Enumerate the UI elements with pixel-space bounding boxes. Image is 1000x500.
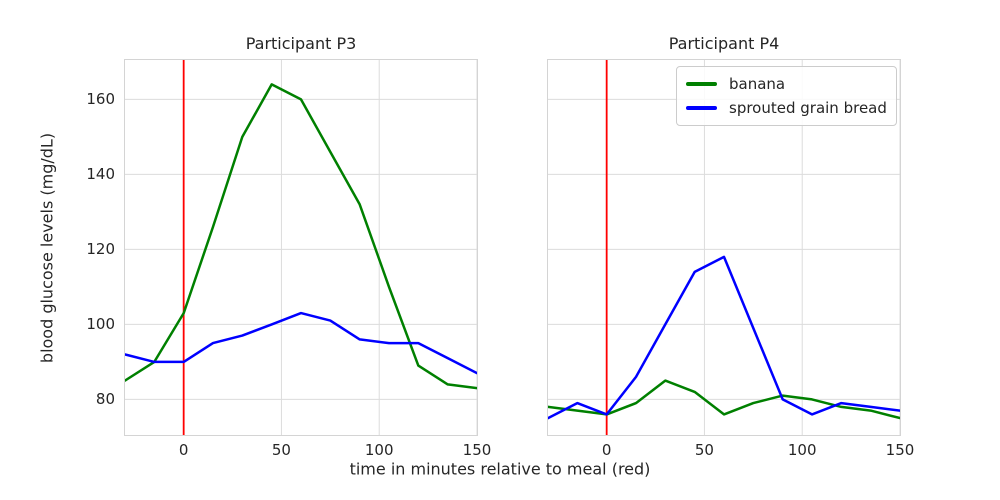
plot-title-p4: Participant P4: [668, 34, 780, 53]
y-tick-label: 120: [86, 240, 115, 259]
x-tick-label: 100: [787, 441, 817, 459]
plot-p3: [124, 59, 478, 436]
y-tick-label: 160: [86, 90, 115, 109]
x-tick-label: 100: [364, 441, 394, 459]
x-tick-label: 50: [694, 441, 714, 459]
series-line-banana: [125, 83, 477, 390]
series-line-sprouted-grain-bread: [125, 311, 477, 375]
x-tick-label: 0: [178, 441, 189, 459]
series-line-sprouted-grain-bread: [548, 255, 900, 420]
legend: banana sprouted grain bread: [676, 66, 897, 126]
x-tick-label: 150: [885, 441, 915, 459]
legend-item: sprouted grain bread: [686, 96, 887, 120]
legend-item-label: sprouted grain bread: [729, 99, 887, 117]
legend-line-swatch: [686, 82, 717, 86]
x-axis-label: time in minutes relative to meal (red): [349, 459, 651, 479]
y-tick-label: 80: [95, 390, 115, 409]
legend-item-label: banana: [729, 75, 786, 93]
legend-line-swatch: [686, 106, 717, 110]
y-tick-label: 140: [86, 165, 115, 184]
plot-title-p3: Participant P3: [245, 34, 357, 53]
x-tick-label: 50: [271, 441, 291, 459]
x-tick-label: 150: [462, 441, 492, 459]
legend-item: banana: [686, 72, 886, 96]
x-tick-label: 0: [601, 441, 612, 459]
y-tick-label: 100: [86, 315, 115, 334]
y-axis-label: blood glucose levels (mg/dL): [37, 132, 57, 364]
